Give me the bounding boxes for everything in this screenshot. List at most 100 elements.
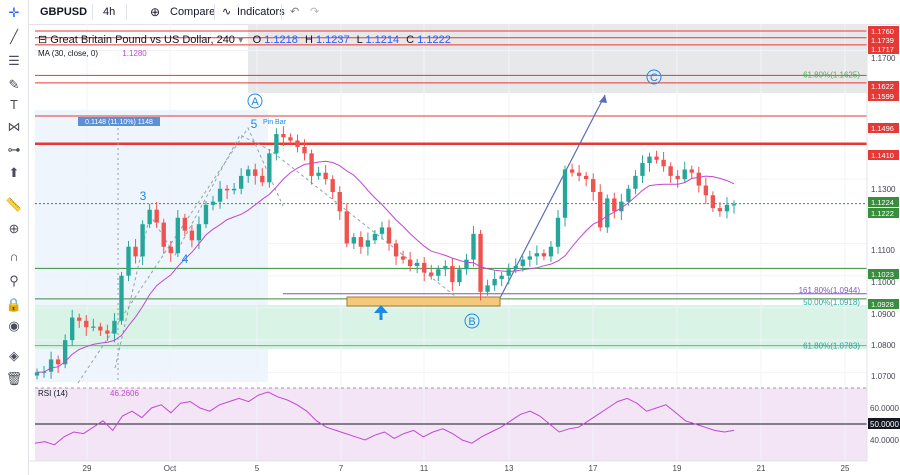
wave-circle — [247, 93, 263, 109]
lock-drawings-icon[interactable]: ⚲ — [9, 273, 19, 288]
candle-body — [703, 185, 709, 196]
interval-selector[interactable]: 4h — [103, 6, 116, 18]
candle-body — [210, 201, 216, 205]
entry-arrow-icon — [374, 305, 388, 313]
toolbar-divider — [92, 4, 93, 20]
candle-body — [253, 169, 258, 176]
candle-body — [478, 233, 483, 292]
legend-menu-icon[interactable]: ▾ — [238, 34, 244, 46]
price-tag-label: 1.1739 — [871, 36, 894, 45]
trash-icon[interactable]: 🗑 — [5, 371, 23, 386]
open-label: O — [252, 34, 262, 46]
candle-body — [238, 175, 244, 189]
candle-body — [274, 134, 279, 154]
projection-line — [499, 94, 606, 299]
candle-body — [407, 259, 413, 267]
price-tag — [868, 35, 899, 45]
candle-body — [133, 246, 138, 257]
candle-body — [323, 172, 328, 180]
compare-button[interactable]: Compare — [170, 6, 216, 18]
candle-body — [668, 166, 673, 176]
candle-body — [70, 317, 75, 341]
close-label: C — [406, 34, 415, 46]
candle-body — [48, 359, 54, 372]
time-tick-label: 5 — [255, 464, 260, 473]
wave-label-4: 4 — [182, 252, 189, 266]
price-tag — [868, 81, 899, 91]
candle-body — [224, 188, 230, 191]
time-tick-label: Oct — [164, 464, 177, 473]
candle-body — [675, 175, 680, 180]
wave-label-a: A — [251, 96, 259, 108]
candle-body — [569, 169, 575, 173]
candle-body — [140, 224, 145, 257]
candle-body — [541, 253, 547, 257]
wave-labels: A B C 3 4 5 Pin Bar — [140, 69, 662, 329]
candle-body — [316, 172, 321, 176]
wave-circle — [646, 69, 662, 85]
candle-body — [246, 169, 251, 176]
time-tick-label: 7 — [339, 464, 344, 473]
candle-body — [267, 153, 272, 183]
arrow-up-icon[interactable]: ⬆ — [8, 165, 20, 180]
candle-body — [471, 233, 476, 260]
pattern-icon[interactable]: ⋈ — [7, 119, 21, 134]
candle-body — [633, 175, 638, 189]
candle-body — [457, 269, 462, 283]
redo-icon[interactable]: ↷ — [310, 6, 320, 18]
candle-body — [189, 230, 195, 241]
compare-icon: ⊕ — [150, 5, 161, 19]
candle-body — [612, 198, 617, 212]
candle-body — [499, 275, 504, 279]
candle-body — [619, 201, 624, 212]
price-tag-label: 1.1410 — [871, 151, 894, 160]
moving-average — [36, 160, 735, 373]
pin-bar-label: Pin Bar — [263, 119, 287, 126]
prediction-icon[interactable]: ⊶ — [7, 142, 21, 157]
wave-label-5: 5 — [251, 117, 258, 131]
indicators-button[interactable]: Indicators — [237, 6, 285, 18]
eye-icon[interactable]: ◉ — [8, 318, 20, 333]
price-tag-label: 1.1224 — [871, 198, 894, 207]
collapse-icon[interactable]: ⊟ — [38, 34, 48, 46]
candle-body — [231, 188, 237, 191]
open-value: 1.1218 — [264, 34, 298, 46]
candle-body — [682, 169, 687, 180]
crosshair-icon[interactable]: ✛ — [8, 5, 20, 20]
projection-arrowhead — [599, 95, 607, 103]
horizontal-line-icon[interactable]: ☰ — [8, 53, 20, 68]
chart-legend: ⊟ Great Britain Pound vs US Dollar, 240 … — [38, 33, 451, 46]
text-icon[interactable]: T — [10, 97, 18, 112]
candle-body — [77, 317, 82, 321]
ma-line — [36, 160, 735, 373]
candle-body — [182, 217, 188, 231]
candle-body — [534, 253, 540, 257]
candle-body — [696, 172, 701, 186]
symbol-search[interactable]: GBPUSD — [40, 6, 88, 18]
ruler-icon[interactable]: 📏 — [5, 197, 23, 212]
zoom-in-icon[interactable]: ⊕ — [8, 221, 20, 236]
candle-body — [62, 340, 68, 365]
candle-body — [429, 272, 434, 276]
trend-line-icon[interactable]: ╱ — [10, 29, 18, 44]
candle-body — [330, 179, 335, 192]
ma-label: MA (30, close, 0) — [38, 49, 99, 58]
candle-body — [105, 330, 110, 334]
magnet-icon[interactable]: ∩ — [9, 249, 19, 264]
price-tag-label: 1.1023 — [871, 270, 894, 279]
price-tick-label: 1.1100 — [871, 246, 895, 255]
layers-icon[interactable]: ◈ — [9, 348, 19, 363]
candle-body — [196, 224, 202, 241]
candle-body — [506, 269, 511, 276]
candle-body — [119, 275, 124, 321]
brush-icon[interactable]: ✎ — [8, 77, 20, 92]
time-tick-label: 29 — [83, 464, 92, 473]
price-tick-label: 1.0800 — [871, 341, 896, 350]
candle-body — [591, 179, 596, 192]
lock-icon[interactable]: 🔒 — [5, 297, 23, 312]
candle-body — [34, 372, 40, 376]
undo-icon[interactable]: ↶ — [290, 6, 300, 18]
candle-body — [393, 243, 399, 257]
candle-body — [400, 256, 406, 260]
